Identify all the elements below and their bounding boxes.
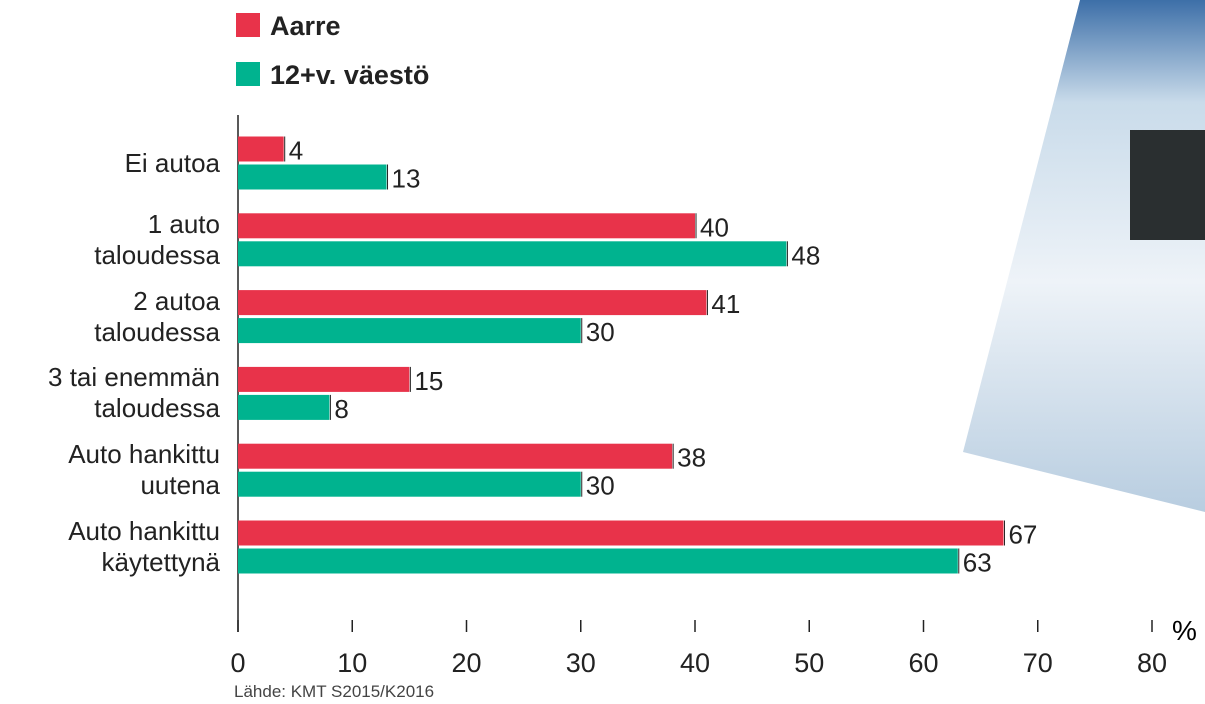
photo-object [1130,130,1205,240]
bar [238,366,410,392]
value-label: 8 [334,394,348,424]
x-tick-label: 70 [1023,648,1053,678]
category-label: 2 autoa taloudessa [94,285,220,347]
x-tick-label: 60 [908,648,938,678]
bar [238,164,387,190]
value-label: 40 [700,212,729,242]
x-tick-label: 0 [230,648,245,678]
value-label: 30 [586,317,615,347]
photo [963,0,1205,512]
bar [238,318,581,344]
category-label: 3 tai enemmän taloudessa [48,362,220,424]
value-label: 48 [791,240,820,270]
value-label: 67 [1008,520,1037,550]
legend-swatch [236,13,260,37]
x-tick-label: 80 [1137,648,1167,678]
x-tick-label: 20 [451,648,481,678]
category-label: Auto hankittu käytettynä [68,516,220,577]
bar [238,471,581,497]
value-label: 15 [414,366,443,396]
category-label: 1 auto taloudessa [94,208,220,270]
legend-label: 12+v. väestö [270,60,429,90]
value-label: 38 [677,443,706,473]
value-label: 13 [392,164,421,194]
source: Lähde: KMT S2015/K2016 [234,682,434,701]
x-tick-label: 40 [680,648,710,678]
bar [238,136,284,162]
category-label: Ei autoa [124,147,220,178]
value-label: 41 [711,289,740,319]
value-label: 63 [963,548,992,578]
bar [238,443,673,469]
x-tick-label: 50 [794,648,824,678]
legend-label: Aarre [270,11,341,41]
value-label: 4 [289,136,303,166]
x-axis-label: % [1172,615,1197,646]
bar [238,241,787,267]
x-tick-label: 10 [337,648,367,678]
bar [238,520,1004,546]
category-label: Auto hankittu uutena [68,439,220,501]
x-tick-label: 30 [566,648,596,678]
legend-swatch [236,62,260,86]
bar [238,548,958,574]
bar [238,213,695,239]
bar [238,290,707,316]
value-label: 30 [586,471,615,501]
bar [238,394,330,420]
